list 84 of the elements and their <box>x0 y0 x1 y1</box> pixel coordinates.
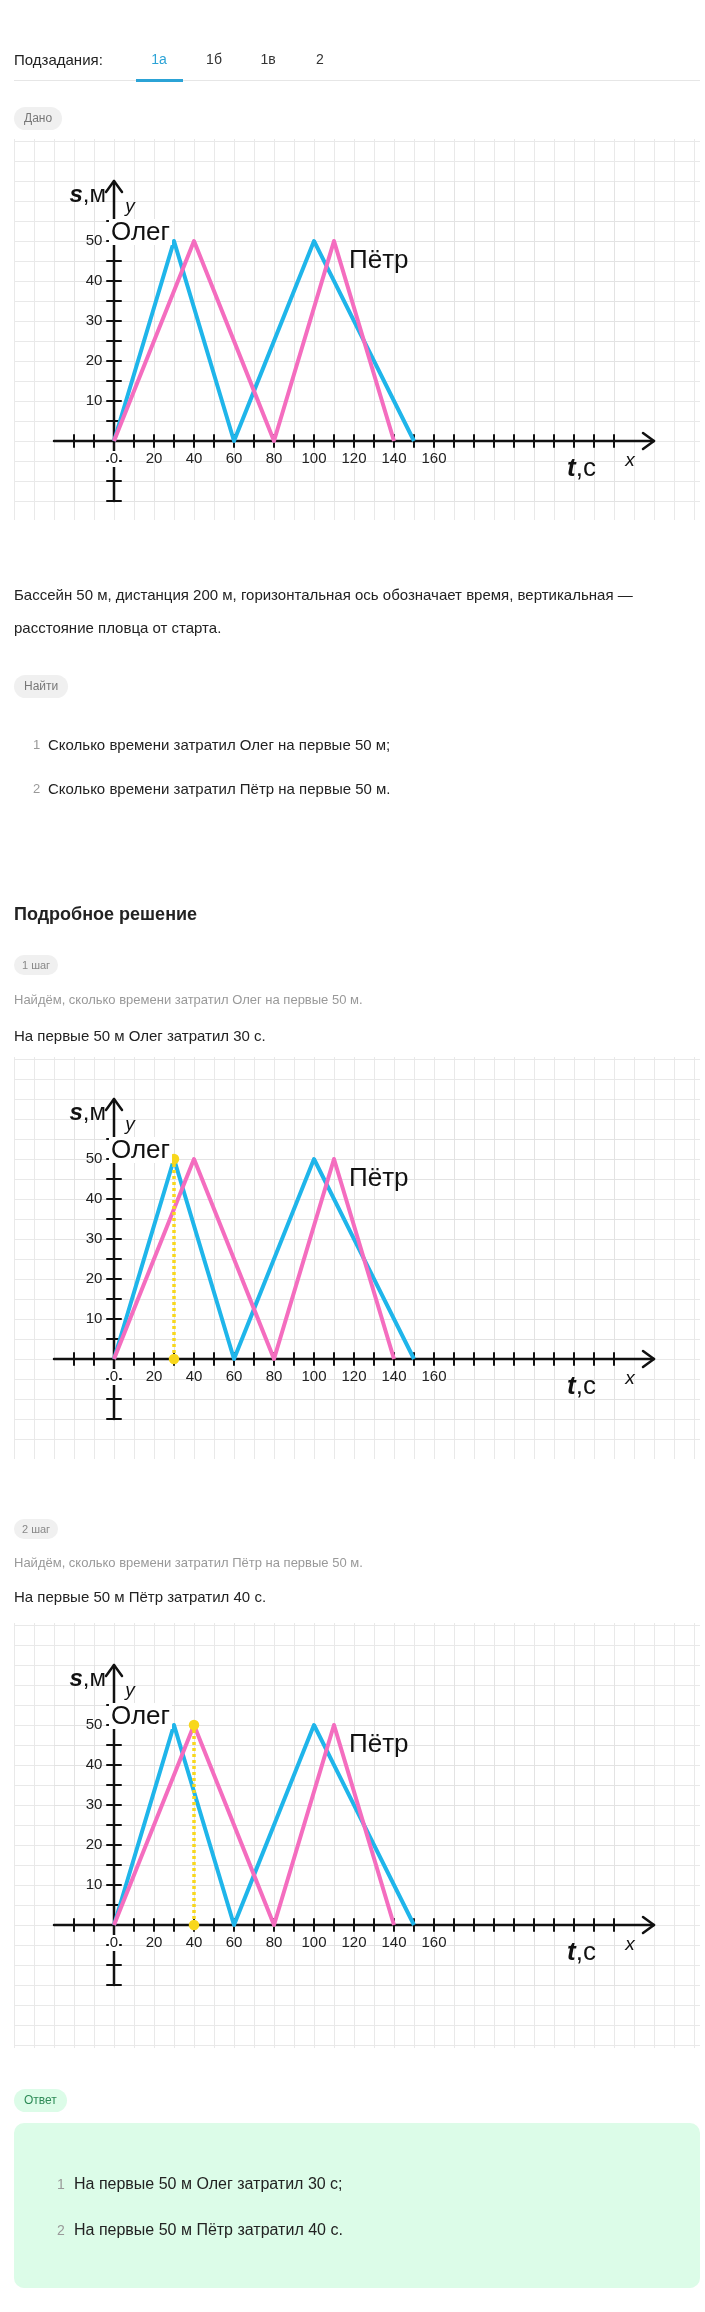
y-tick-label: 10 <box>85 391 103 409</box>
x-tick-label: 160 <box>421 1933 447 1951</box>
series-label: Пётр <box>349 1162 409 1193</box>
y-tick-label: 20 <box>85 351 103 369</box>
text: На первые 50 м Олег затратил 30 с; <box>74 2174 343 2194</box>
text: Дано <box>14 107 63 130</box>
y-tick-label: 50 <box>85 1715 103 1733</box>
text: Подробное решение <box>14 903 198 925</box>
x-tick-label: 40 <box>185 449 203 467</box>
annotation: x <box>624 449 637 471</box>
x-tick-label: 0 <box>109 1367 119 1385</box>
x-tick-label: 100 <box>301 449 327 467</box>
text: 1а <box>151 51 167 67</box>
series-label: Пётр <box>349 244 409 275</box>
x-tick-label: 80 <box>265 449 283 467</box>
x-tick-label: 0 <box>109 449 119 467</box>
x-tick-label: 60 <box>225 1933 243 1951</box>
annotation: y <box>123 1679 137 1701</box>
text: На первые 50 м Пётр затратил 40 с. <box>74 2220 343 2240</box>
y-tick-label: 30 <box>85 1229 103 1247</box>
text: 2 <box>57 2221 65 2240</box>
text: 2 шаг <box>14 1519 59 1539</box>
text: На первые 50 м Олег затратил 30 с. <box>14 1026 266 1046</box>
x-tick-label: 140 <box>381 449 407 467</box>
x-tick-label: 160 <box>421 1367 447 1385</box>
x-tick-label: 60 <box>225 1367 243 1385</box>
text: Найдём, сколько времени затратил Пётр на первые 50 м. <box>14 1554 363 1572</box>
x-tick-label: 40 <box>185 1933 203 1951</box>
text: 2 <box>33 780 41 798</box>
annotation: y <box>123 195 137 217</box>
text: Подзадания: <box>14 51 103 68</box>
annotation: y <box>123 1113 137 1135</box>
x-axis-title: t,с <box>567 1936 597 1967</box>
x-tick-label: 20 <box>145 1933 163 1951</box>
y-tick-label: 30 <box>85 1795 103 1813</box>
text: На первые 50 м Пётр затратил 40 с. <box>14 1587 267 1607</box>
y-tick-label: 40 <box>85 1189 103 1207</box>
x-tick-label: 140 <box>381 1933 407 1951</box>
text: 1в <box>260 51 276 67</box>
text: 1 <box>57 2175 65 2194</box>
x-tick-label: 100 <box>301 1367 327 1385</box>
x-tick-label: 20 <box>145 449 163 467</box>
series-label: Пётр <box>349 1728 409 1759</box>
text: 1 шаг <box>14 955 59 975</box>
y-tick-label: 10 <box>85 1309 103 1327</box>
y-tick-label: 20 <box>85 1835 103 1853</box>
text: Найдём, сколько времени затратил Олег на первые 50 м. <box>14 991 363 1009</box>
y-tick-label: 10 <box>85 1875 103 1893</box>
y-axis-title: s,м <box>69 1097 106 1125</box>
text: Сколько времени затратил Пётр на первые 50 м. <box>48 779 391 799</box>
y-axis-title: s,м <box>69 1663 106 1691</box>
text: Бассейн 50 м, дистанция 200 м, горизонтальная ось обозначает время, вертикальная — расстояние пловца от старта. <box>14 585 634 638</box>
series-label: Олег <box>110 216 170 247</box>
y-tick-label: 20 <box>85 1269 103 1287</box>
text: Найти <box>14 675 69 698</box>
x-tick-label: 0 <box>109 1933 119 1951</box>
text: Ответ <box>14 2089 67 2112</box>
x-tick-label: 60 <box>225 449 243 467</box>
x-tick-label: 140 <box>381 1367 407 1385</box>
text: 2 <box>316 51 324 67</box>
series-label: Олег <box>110 1134 170 1165</box>
y-axis-title: s,м <box>69 179 106 207</box>
y-tick-label: 40 <box>85 1755 103 1773</box>
x-tick-label: 120 <box>341 1367 367 1385</box>
x-tick-label: 80 <box>265 1933 283 1951</box>
series-label: Олег <box>110 1700 170 1731</box>
text: 1 <box>33 736 41 754</box>
x-tick-label: 120 <box>341 449 367 467</box>
annotation: x <box>624 1367 637 1389</box>
y-tick-label: 50 <box>85 1149 103 1167</box>
x-tick-label: 120 <box>341 1933 367 1951</box>
x-tick-label: 80 <box>265 1367 283 1385</box>
x-axis-title: t,с <box>567 1370 597 1401</box>
text: Сколько времени затратил Олег на первые 50 м; <box>48 735 391 755</box>
text: 1б <box>206 51 222 67</box>
y-tick-label: 30 <box>85 311 103 329</box>
x-tick-label: 160 <box>421 449 447 467</box>
x-axis-title: t,с <box>567 452 597 483</box>
x-tick-label: 20 <box>145 1367 163 1385</box>
y-tick-label: 40 <box>85 271 103 289</box>
x-tick-label: 40 <box>185 1367 203 1385</box>
x-tick-label: 100 <box>301 1933 327 1951</box>
annotation: x <box>624 1933 637 1955</box>
y-tick-label: 50 <box>85 231 103 249</box>
